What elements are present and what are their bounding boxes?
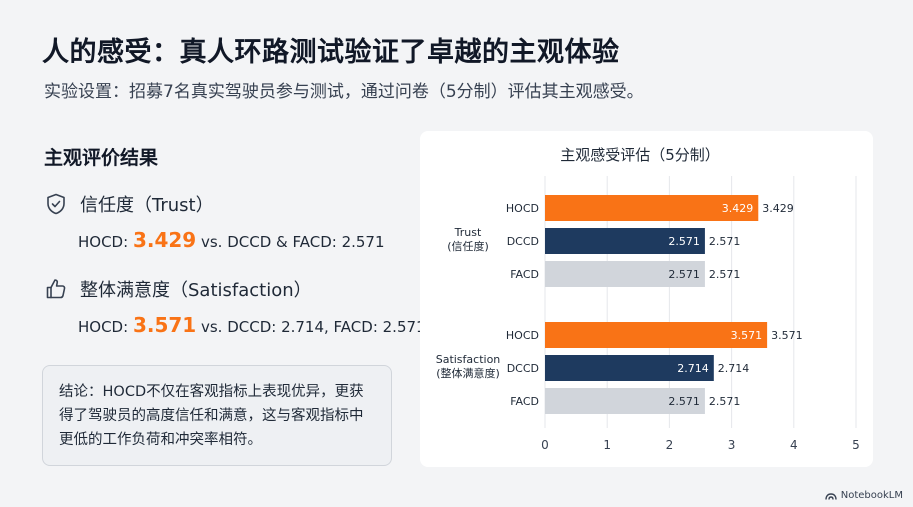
satisfaction-metric-name: 整体满意度（Satisfaction） — [80, 280, 312, 301]
chart-title: 主观感受评估（5分制） — [560, 146, 720, 164]
trust-metric-values: HOCD: 3.429 vs. DCCD & FACD: 2.571 — [78, 228, 385, 252]
category-label-0-0: HOCD — [506, 202, 539, 215]
trust-metric-name: 信任度（Trust） — [80, 195, 214, 216]
satisfaction-metric-values: HOCD: 3.571 vs. DCCD: 2.714, FACD: 2.571 — [78, 313, 426, 337]
bar-inner-label-0-1: 2.571 — [668, 235, 700, 248]
bar-inner-label-0-2: 2.571 — [668, 268, 700, 281]
bar-outer-label-0-0: 3.429 — [762, 202, 794, 215]
x-tick-label-0: 0 — [541, 438, 549, 452]
category-label-0-1: DCCD — [507, 235, 539, 248]
brand-name: NotebookLM — [840, 490, 903, 501]
x-tick-label-1: 1 — [603, 438, 611, 452]
trust-prefix: HOCD: — [78, 233, 133, 251]
x-tick-label-3: 3 — [728, 438, 736, 452]
x-tick-label-5: 5 — [852, 438, 860, 452]
group-label-1-line-1: (整体满意度) — [436, 366, 500, 380]
results-section-title: 主观评价结果 — [44, 147, 159, 169]
thumbs-up-icon — [46, 279, 66, 299]
bar-outer-label-0-2: 2.571 — [709, 268, 741, 281]
group-label-1-line-0: Satisfaction — [436, 353, 501, 366]
bar-1-2 — [545, 388, 705, 414]
page-title: 人的感受：真人环路测试验证了卓越的主观体验 — [42, 37, 620, 68]
page-subtitle: 实验设置：招募7名真实驾驶员参与测试，通过问卷（5分制）评估其主观感受。 — [44, 82, 644, 102]
group-label-0-line-0: Trust — [454, 226, 482, 239]
bar-inner-label-1-1: 2.714 — [677, 362, 709, 375]
trust-metric: 信任度（Trust） HOCD: 3.429 vs. DCCD & FACD: … — [44, 190, 385, 252]
satisfaction-hocd-value: 3.571 — [132, 313, 197, 337]
bar-outer-label-1-1: 2.714 — [718, 362, 750, 375]
bar-1-1 — [545, 355, 714, 381]
bar-0-1 — [545, 228, 705, 254]
category-label-1-1: DCCD — [507, 362, 539, 375]
bar-0-0 — [545, 195, 759, 221]
notebooklm-logo-icon — [825, 492, 837, 500]
category-label-1-2: FACD — [510, 395, 539, 408]
satisfaction-metric: 整体满意度（Satisfaction） HOCD: 3.571 vs. DCCD… — [44, 275, 426, 337]
bar-inner-label-1-2: 2.571 — [668, 395, 700, 408]
category-label-0-2: FACD — [510, 268, 539, 281]
bar-1-0 — [545, 322, 768, 348]
shield-check-icon — [47, 193, 65, 215]
bar-0-2 — [545, 261, 705, 287]
bar-outer-label-1-2: 2.571 — [709, 395, 741, 408]
chart-card: 主观感受评估（5分制） 0 1 2 3 4 5 Trust (信任度) HOCD 3.429 3.42… — [420, 131, 873, 467]
x-tick-label-2: 2 — [666, 438, 674, 452]
x-tick-label-4: 4 — [790, 438, 798, 452]
satisfaction-prefix: HOCD: — [78, 318, 133, 336]
bar-chart: 主观感受评估（5分制） 0 1 2 3 4 5 Trust(信任度) HOCD 3.429 3.42… — [436, 146, 860, 452]
bar-inner-label-0-0: 3.429 — [722, 202, 754, 215]
trust-hocd-value: 3.429 — [132, 228, 197, 252]
brand-mark: NotebookLM — [825, 490, 903, 501]
conclusion-box: 结论：HOCD不仅在客观指标上表现优异，更获得了驾驶员的高度信任和满意，这与客观… — [42, 365, 392, 466]
bar-inner-label-1-0: 3.571 — [731, 329, 763, 342]
trust-comparison: vs. DCCD & FACD: 2.571 — [196, 233, 385, 251]
satisfaction-comparison: vs. DCCD: 2.714, FACD: 2.571 — [196, 318, 426, 336]
group-label-0-line-1: (信任度) — [447, 239, 489, 253]
bar-outer-label-0-1: 2.571 — [709, 235, 741, 248]
bar-outer-label-1-0: 3.571 — [771, 329, 803, 342]
category-label-1-0: HOCD — [506, 329, 539, 342]
